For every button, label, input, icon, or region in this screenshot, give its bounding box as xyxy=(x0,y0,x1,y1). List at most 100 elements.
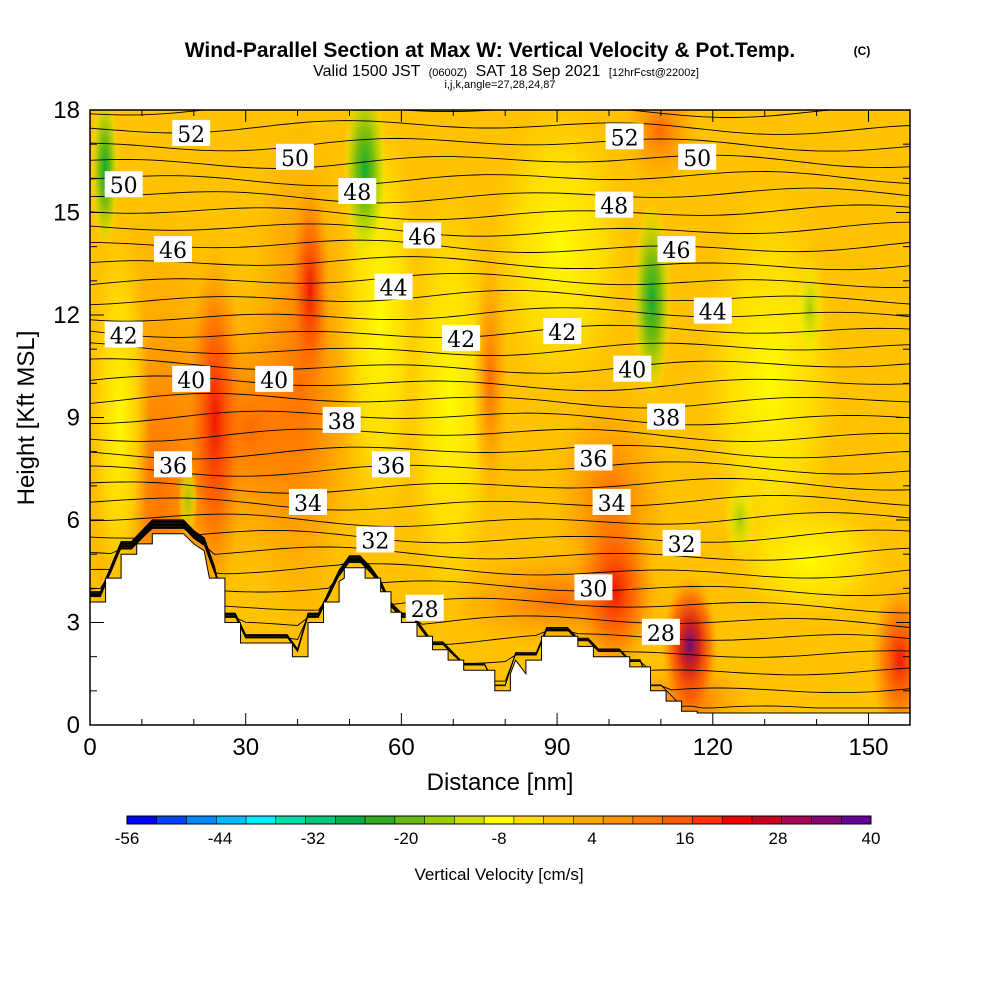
updraft-core-max xyxy=(662,575,718,715)
colorbar-swatch xyxy=(454,816,485,824)
field-yellow-c xyxy=(490,110,630,400)
valid-date: SAT 18 Sep 2021 xyxy=(476,63,601,80)
isentrope-line xyxy=(90,307,910,322)
isentrope-line xyxy=(90,324,910,339)
isentrope-line xyxy=(90,478,910,494)
isentrope-line xyxy=(90,138,910,152)
isentrope-label-box xyxy=(289,488,327,515)
isentrope-label: 48 xyxy=(595,191,634,220)
isentrope-line xyxy=(90,523,910,628)
isentrope-label: 38 xyxy=(322,406,361,435)
isentrope-label-text: 36 xyxy=(579,448,607,473)
isentrope-line xyxy=(90,527,910,544)
colorbar-swatch xyxy=(275,816,306,824)
isentrope-line xyxy=(90,428,910,442)
isentrope-line xyxy=(90,410,910,426)
isentrope-label-box xyxy=(172,119,211,146)
isentrope-label-text: 40 xyxy=(260,369,288,394)
x-tick-label: 60 xyxy=(388,734,415,761)
colorbar-swatch xyxy=(127,816,158,824)
isentrope-line xyxy=(90,494,910,511)
grid-indices: i,j,k,angle=27,28,24,87 xyxy=(444,79,555,91)
isentrope-line xyxy=(90,256,910,271)
isentrope-label-box xyxy=(276,143,314,170)
colorbar-swatch xyxy=(543,816,574,824)
colorbar-swatch xyxy=(841,816,872,824)
isentrope-label-box xyxy=(403,222,442,249)
isentrope-label-box xyxy=(442,324,481,351)
isentrope-label-text: 48 xyxy=(600,195,628,220)
x-tick-label: 120 xyxy=(693,734,733,761)
isentrope-label: 44 xyxy=(374,273,413,302)
isentrope-label-box xyxy=(372,451,410,478)
isentrope-line xyxy=(90,375,910,392)
isentrope-label: 42 xyxy=(543,318,582,346)
isentrope-label: 34 xyxy=(592,488,631,517)
valid-utc: (0600Z) xyxy=(429,67,468,79)
isentrope-label-text: 52 xyxy=(611,126,639,151)
colorbar-tick-label: 40 xyxy=(862,829,881,848)
x-tick-label: 30 xyxy=(232,734,259,761)
isentrope-line xyxy=(90,110,835,118)
y-tick-label: 18 xyxy=(53,97,80,124)
isentrope-label-box xyxy=(678,143,717,170)
colorbar-swatch xyxy=(156,816,187,824)
downdraft-mid xyxy=(343,110,387,260)
isentrope-label: 40 xyxy=(613,355,652,384)
isentrope-line xyxy=(90,524,910,614)
colorbar-swatch xyxy=(394,816,425,824)
isentrope-line xyxy=(90,461,910,477)
isentrope-line xyxy=(90,221,910,237)
colorbar-swatch xyxy=(424,816,455,824)
isentrope-line xyxy=(90,527,910,561)
isentrope-line xyxy=(90,358,910,374)
isentrope-label-text: 42 xyxy=(447,328,475,353)
colorbar-swatch xyxy=(513,816,545,824)
y-tick-label: 3 xyxy=(67,610,80,637)
isentrope-line xyxy=(90,520,910,694)
isentrope-label-box xyxy=(104,321,143,348)
colorbar xyxy=(126,815,872,825)
colorbar-swatch xyxy=(186,816,217,824)
isentropes xyxy=(90,110,910,709)
colorbar-swatch xyxy=(722,816,753,824)
isentrope-label: 36 xyxy=(574,444,613,473)
isentrope-label-text: 46 xyxy=(663,239,691,264)
isentrope-label: 50 xyxy=(276,143,314,172)
isentrope-line xyxy=(90,289,910,306)
x-axis-title: Distance [nm] xyxy=(427,769,574,796)
isentrope-label-box xyxy=(662,529,701,556)
colorbar-tick-label: 28 xyxy=(769,829,788,848)
isentrope-label-box xyxy=(338,178,377,204)
isentrope-line xyxy=(90,342,910,357)
downdraft-east-low xyxy=(724,480,756,560)
colorbar-swatch xyxy=(662,816,693,824)
field-yellow-b xyxy=(405,180,495,620)
colorbar-swatch xyxy=(603,816,634,824)
isentrope-label-box xyxy=(104,171,143,198)
colorbar-swatch xyxy=(573,816,604,824)
colorbar-tick-label: -44 xyxy=(208,829,233,848)
isentrope-label: 28 xyxy=(641,618,680,647)
isentrope-label: 38 xyxy=(647,403,686,432)
y-tick-label: 9 xyxy=(67,405,80,432)
isentrope-label-box xyxy=(255,365,294,392)
isentrope-line xyxy=(90,272,910,288)
colorbar-tick-labels: -56 -44 -32 -20 -8 4 16 28 40 xyxy=(115,829,881,848)
y-tick-label: 15 xyxy=(53,200,80,227)
isentrope-label-box xyxy=(693,297,732,324)
isentrope-label-box xyxy=(356,526,395,553)
isentrope-label-text: 30 xyxy=(579,577,607,602)
colorbar-swatch xyxy=(246,816,277,824)
field-orange-thin xyxy=(472,250,508,510)
isentrope-label-box xyxy=(647,403,686,430)
isentrope-label-box xyxy=(574,574,613,601)
isentrope-label: 46 xyxy=(657,236,696,264)
axis-ticks xyxy=(89,109,910,726)
isentrope-line xyxy=(90,519,910,709)
isentrope-label: 46 xyxy=(154,236,192,264)
isentrope-line xyxy=(90,187,910,204)
